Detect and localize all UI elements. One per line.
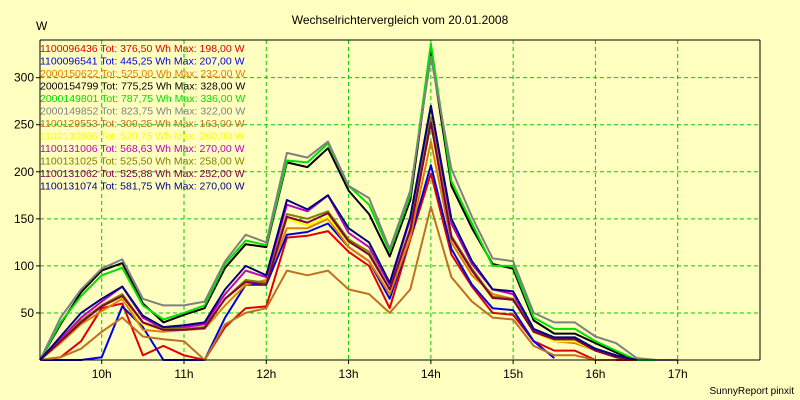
legend-entry-12: 1100131074 Tot: 581,75 Wh Max: 270,00 W bbox=[40, 181, 245, 193]
y-tick-label: 50 bbox=[21, 306, 35, 320]
x-tick-label: 15h bbox=[503, 367, 523, 381]
legend-entry-9: 1100131006 Tot: 568,63 Wh Max: 270,00 W bbox=[40, 143, 245, 155]
y-tick-label: 150 bbox=[14, 212, 34, 226]
y-tick-label: 300 bbox=[14, 71, 34, 85]
legend-entry-6: 2000149852 Tot: 823,75 Wh Max: 322,00 W bbox=[40, 106, 245, 118]
legend-entry-4: 2000154799 Tot: 775,25 Wh Max: 328,00 W bbox=[40, 81, 245, 93]
series-line-6 bbox=[39, 55, 678, 361]
series-line-2 bbox=[40, 164, 555, 361]
y-axis-label: W bbox=[36, 19, 48, 33]
x-tick-label: 12h bbox=[256, 367, 276, 381]
y-tick-label: 200 bbox=[14, 165, 34, 179]
legend-entry-11: 1100131062 Tot: 525,88 Wh Max: 252,00 W bbox=[40, 168, 245, 180]
x-tick-label: 13h bbox=[339, 367, 359, 381]
legend-entry-5: 2000149801 Tot: 787,75 Wh Max: 336,00 W bbox=[40, 93, 245, 105]
legend-entry-2: 1100096541 Tot: 445,25 Wh Max: 207,00 W bbox=[40, 56, 245, 68]
x-tick-label: 14h bbox=[421, 367, 441, 381]
footer-credit: SunnyReport pinxit bbox=[710, 386, 795, 397]
legend-entry-10: 1100131025 Tot: 525,50 Wh Max: 258,00 W bbox=[40, 156, 245, 168]
x-tick-label: 16h bbox=[585, 367, 605, 381]
axes bbox=[39, 39, 761, 361]
series-line-11 bbox=[39, 121, 637, 361]
y-tick-label: 100 bbox=[14, 259, 34, 273]
x-tick-label: 17h bbox=[668, 367, 688, 381]
series-lines bbox=[39, 42, 678, 361]
y-tick-label: 250 bbox=[14, 118, 34, 132]
chart-title: Wechselrichtervergleich vom 20.01.2008 bbox=[292, 13, 509, 27]
legend-entry-1: 1100096436 Tot: 376,50 Wh Max: 198,00 W bbox=[40, 43, 245, 55]
x-tick-label: 10h bbox=[92, 367, 112, 381]
legend-entry-8: 1100130866 Tot: 520,75 Wh Max: 260,00 W bbox=[40, 131, 245, 143]
legend-entry-3: 2000150622 Tot: 525,00 Wh Max: 232,00 W bbox=[40, 68, 245, 80]
series-line-7 bbox=[39, 205, 616, 361]
series-line-12 bbox=[39, 104, 637, 361]
tick-labels: 10h 11h 12h 13h 14h 15h 16h 17h 50 100 150 200 250 30… bbox=[14, 71, 688, 381]
legend: 1100096436 Tot: 376,50 Wh Max: 198,00 W1… bbox=[40, 43, 245, 193]
legend-entry-7: 1100129553 Tot: 309,25 Wh Max: 163,00 W bbox=[40, 118, 245, 130]
x-tick-label: 11h bbox=[174, 367, 193, 381]
